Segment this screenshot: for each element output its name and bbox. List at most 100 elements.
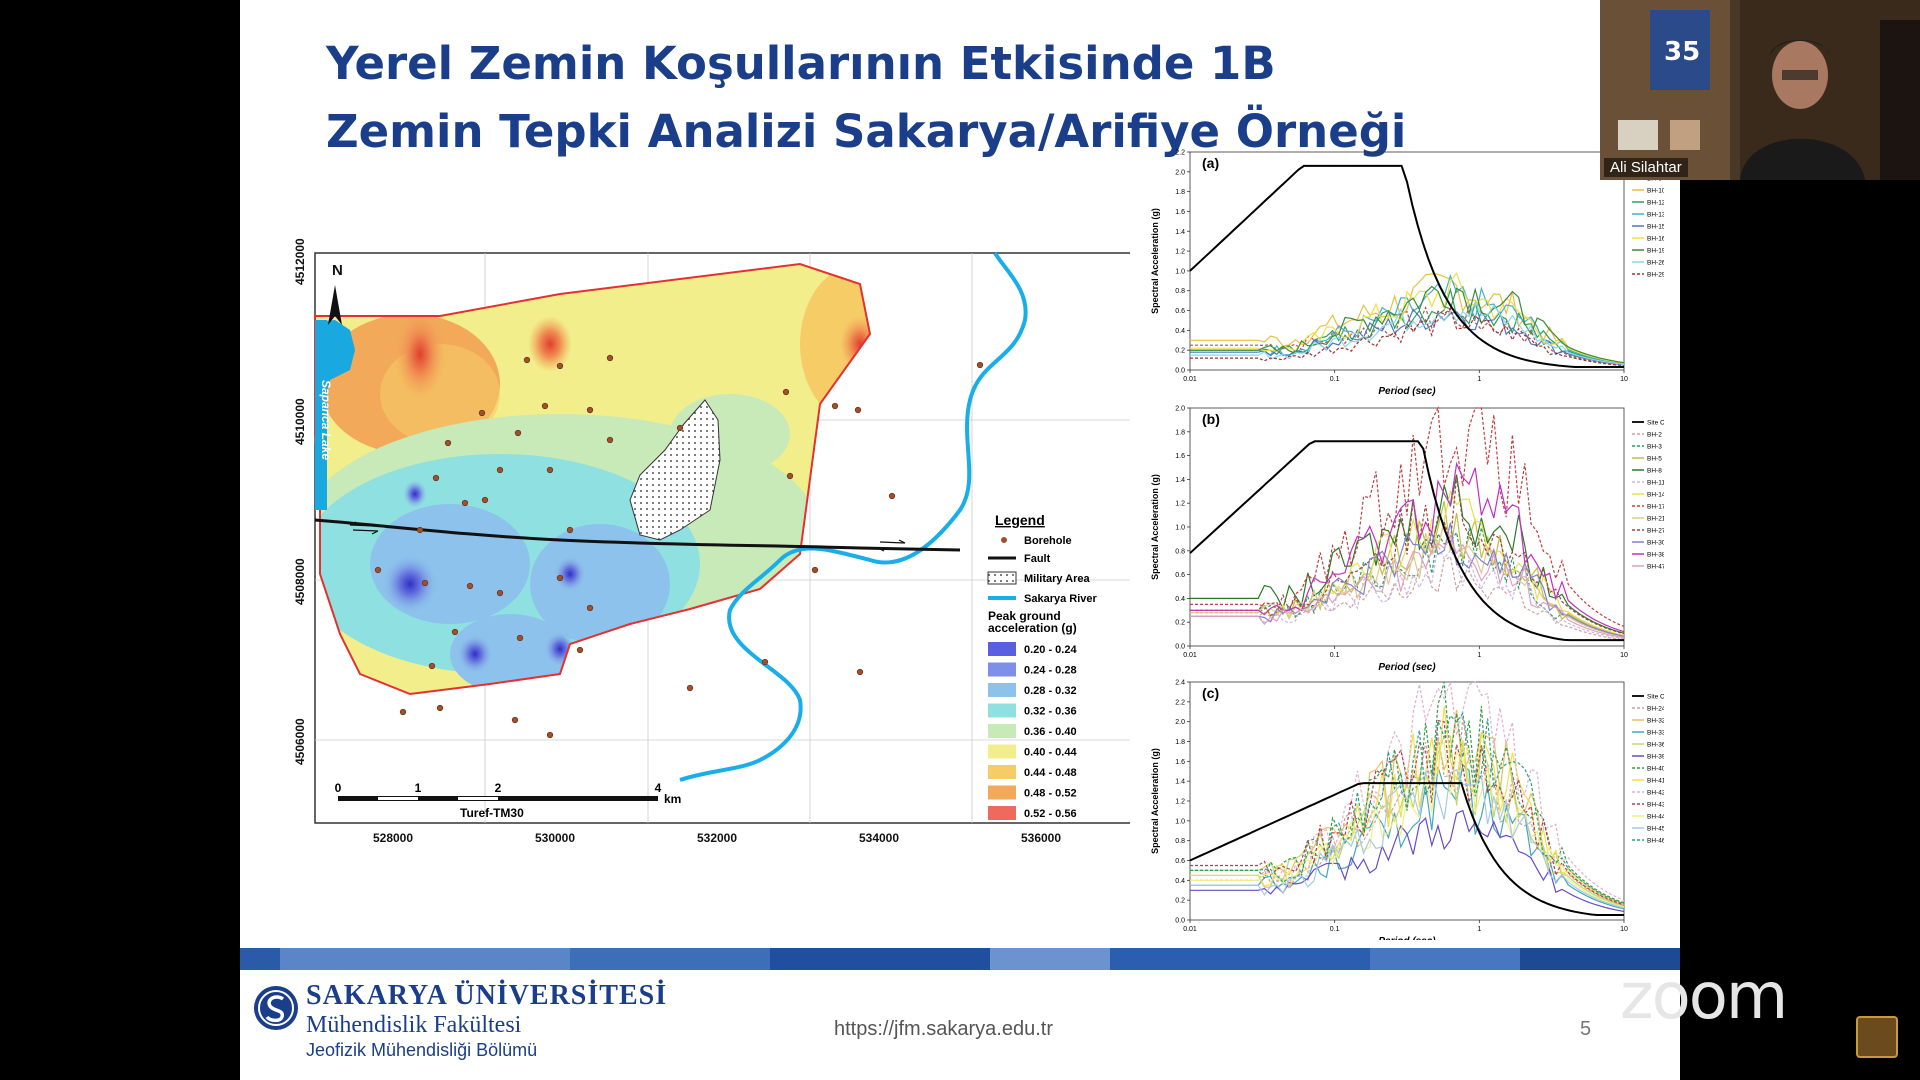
legend-label: BH-29: [1647, 272, 1664, 279]
pga-label: 0.24 - 0.28: [1024, 665, 1077, 677]
y-tick-label: 1.2: [1175, 249, 1185, 256]
scale-unit: km: [664, 792, 681, 806]
scale-bar: 0 1 2 4 km Turef-TM30: [335, 781, 682, 820]
spectrum-series: [1190, 711, 1625, 905]
response-spectra-charts: 0.00.20.40.60.81.01.21.41.61.82.02.20.01…: [1150, 150, 1664, 941]
panel-label: (b): [1202, 411, 1220, 427]
pga-swatch: [988, 703, 1016, 718]
legend-fault: Fault: [1024, 553, 1051, 565]
legend-label: Site Class D: [1647, 420, 1664, 427]
x-tick: 536000: [1021, 831, 1061, 845]
x-tick-label: 0.01: [1183, 652, 1197, 659]
spectrum-series: [1190, 461, 1625, 633]
y-tick-label: 0.0: [1175, 368, 1185, 375]
spectrum-series: [1190, 768, 1625, 909]
y-tick-label: 1.6: [1175, 759, 1185, 766]
design-spectrum-line: [1189, 782, 1624, 916]
website-url[interactable]: https://jfm.sakarya.edu.tr: [834, 1018, 1053, 1040]
spectrum-series: [1190, 308, 1625, 366]
spectrum-panel: 0.0 0.2 0.4 0.6 0.8 1.0 1.2 1.4 1.6 1.8 2.0 2.2 0.01…: [1150, 150, 1664, 398]
legend-label: Site Class E: [1647, 694, 1664, 701]
spectrum-series: [1190, 501, 1625, 637]
pga-swatch: [988, 662, 1016, 677]
y-tick-label: 1.4: [1175, 229, 1185, 236]
legend-label: BH-24: [1647, 706, 1664, 713]
y-tick-label: 1.8: [1175, 739, 1185, 746]
slide-title: Yerel Zemin Koşullarının Etkisinde 1B Ze…: [326, 37, 1407, 158]
legend-label: BH-16: [1647, 236, 1664, 243]
spectrum-series: [1190, 535, 1625, 639]
y-tick-label: 1.2: [1175, 501, 1185, 508]
y-tick-label: 2.0: [1175, 719, 1185, 726]
legend-label: BH-13: [1647, 212, 1664, 219]
legend-label: BH-36: [1647, 742, 1664, 749]
y-tick-label: 1.4: [1175, 477, 1185, 484]
y-tick-label: 0.2: [1175, 620, 1185, 627]
projection-label: Turef-TM30: [460, 806, 524, 820]
y-tick-label: 0.2: [1175, 898, 1185, 905]
pga-label: 0.40 - 0.44: [1024, 747, 1077, 759]
x-tick: 532000: [697, 831, 737, 845]
scale-tick: 0: [335, 781, 342, 795]
north-arrow-icon: [328, 285, 342, 325]
legend-label: BH-2: [1647, 432, 1662, 439]
y-tick: 4508000: [293, 558, 307, 605]
y-tick-label: 0.0: [1175, 644, 1185, 651]
x-axis-label: Period (sec): [1378, 662, 1436, 673]
pga-swatch: [988, 744, 1016, 759]
legend-label: BH-5: [1647, 456, 1662, 463]
y-tick-label: 0.6: [1175, 858, 1185, 865]
video-feed: 35: [1600, 0, 1920, 180]
spectrum-series: [1190, 527, 1625, 638]
pga-label: 0.20 - 0.24: [1024, 644, 1077, 656]
spectrum-series: [1190, 522, 1625, 638]
legend-label: BH-10: [1647, 188, 1664, 195]
legend-label: BH-14: [1647, 492, 1664, 499]
spectrum-series: [1190, 716, 1625, 907]
footer-bar-segment: [770, 948, 990, 970]
y-tick-label: 1.6: [1175, 209, 1185, 216]
pga-label: 0.32 - 0.36: [1024, 706, 1077, 718]
legend-label: BH-38: [1647, 552, 1664, 559]
page-number: 5: [1580, 1018, 1592, 1040]
pga-swatch: [988, 806, 1016, 820]
y-tick-label: 0.4: [1175, 596, 1185, 603]
legend-label: BH-44: [1647, 814, 1664, 821]
pga-swatch: [988, 765, 1016, 779]
y-tick-label: 1.0: [1175, 268, 1185, 275]
y-tick-label: 2.4: [1175, 680, 1185, 687]
presentation-slide: Yerel Zemin Koşullarının Etkisinde 1B Ze…: [240, 0, 1680, 1080]
x-tick-label: 10: [1620, 652, 1628, 659]
legend-label: BH-32: [1647, 718, 1664, 725]
legend-label: BH-33: [1647, 730, 1664, 737]
legend-label: BH-11: [1647, 480, 1664, 487]
spectrum-series: [1190, 681, 1625, 901]
x-tick-label: 0.1: [1330, 376, 1340, 383]
x-axis-label: Period (sec): [1378, 936, 1436, 940]
legend-label: BH-26: [1647, 260, 1664, 267]
design-spectrum-line: [1189, 440, 1624, 642]
university-logo-icon: [254, 986, 298, 1030]
participant-video[interactable]: 35 Ali Silahtar: [1600, 0, 1920, 180]
y-tick: 4506000: [293, 718, 307, 765]
legend-label: BH-39: [1647, 754, 1664, 761]
panel-label: (a): [1202, 155, 1219, 171]
y-tick-label: 2.0: [1175, 406, 1185, 413]
y-tick-label: 1.4: [1175, 779, 1185, 786]
y-tick-label: 1.8: [1175, 429, 1185, 436]
pga-swatch: [988, 642, 1016, 656]
spectrum-panel: 0.0 0.2 0.4 0.6 0.8 1.0 1.2 1.4 1.6 1.8 2.0 2.2 2.4 0…: [1150, 680, 1664, 941]
pga-swatch: [988, 785, 1016, 800]
lake-label: Sapanca Lake: [319, 380, 333, 460]
x-tick-label: 1: [1477, 652, 1481, 659]
corner-logo-icon: [1856, 1016, 1898, 1058]
footer-bar-segment: [570, 948, 770, 970]
scale-tick: 4: [655, 781, 662, 795]
y-tick-label: 0.4: [1175, 328, 1185, 335]
department-name: Jeofizik Mühendisliği Bölümü: [306, 1040, 538, 1060]
legend-label: BH-41: [1647, 778, 1664, 785]
legend-label: BH-47: [1647, 564, 1664, 571]
legend-label: BH-40: [1647, 766, 1664, 773]
svg-text:35: 35: [1664, 37, 1700, 67]
university-name: SAKARYA ÜNİVERSİTESİ: [306, 980, 668, 1011]
